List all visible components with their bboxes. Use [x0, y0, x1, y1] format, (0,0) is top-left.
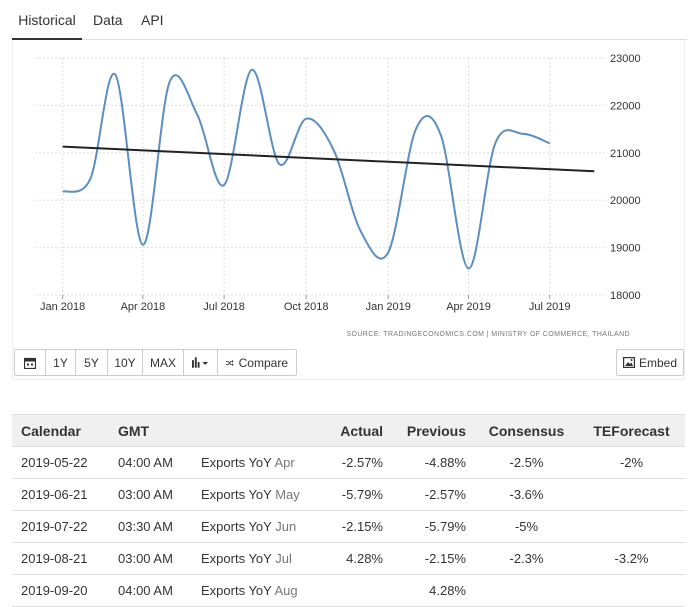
- row-actual: -5.79%: [327, 478, 392, 511]
- row-actual: [327, 574, 392, 607]
- row-date: 2019-05-22: [12, 446, 109, 479]
- row-consensus: -5%: [475, 510, 578, 543]
- y-tick-label: 23000: [610, 53, 641, 65]
- calendar-icon: [24, 357, 36, 369]
- row-event[interactable]: Exports YoY Apr: [192, 446, 327, 479]
- y-tick-label: 21000: [610, 148, 641, 160]
- tab-historical[interactable]: Historical: [12, 0, 82, 40]
- calendar-header-row: Calendar GMT Actual Previous Consensus T…: [12, 414, 685, 447]
- x-tick-label: Jul 2019: [529, 301, 571, 313]
- trend-line: [62, 145, 595, 173]
- row-previous: -2.57%: [392, 478, 475, 511]
- event-period: Aug: [274, 583, 298, 598]
- row-actual: -2.57%: [327, 446, 392, 479]
- row-previous: 4.28%: [392, 574, 475, 607]
- row-event[interactable]: Exports YoY Aug: [192, 574, 327, 607]
- compare-label: Compare: [238, 355, 288, 370]
- row-actual: -2.15%: [327, 510, 392, 543]
- event-name[interactable]: Exports YoY: [201, 455, 272, 470]
- event-name[interactable]: Exports YoY: [201, 551, 272, 566]
- chart-lines: [62, 68, 595, 270]
- chart-ticks: 23000 22000 21000 20000 19000 18000 Jan 2018 Ap…: [40, 53, 641, 313]
- event-period: Apr: [274, 455, 295, 470]
- tab-data[interactable]: Data: [93, 12, 123, 28]
- event-period: Jul: [275, 551, 292, 566]
- embed-label: Embed: [638, 355, 678, 370]
- x-tick-label: Jul 2018: [203, 301, 245, 313]
- row-previous: -4.88%: [392, 446, 475, 479]
- header-consensus: Consensus: [475, 414, 578, 447]
- y-tick-label: 20000: [610, 195, 641, 207]
- calendar-row: 2019-07-22 03:30 AM Exports YoY Jun -2.15% -…: [12, 510, 685, 543]
- x-tick-label: Jan 2018: [40, 301, 85, 313]
- tab-api[interactable]: API: [141, 12, 164, 28]
- range-max-button[interactable]: MAX: [142, 349, 184, 376]
- x-tick-label: Oct 2018: [284, 301, 329, 313]
- row-date: 2019-06-21: [12, 478, 109, 511]
- calendar-button[interactable]: [14, 349, 46, 376]
- event-period: Jun: [275, 519, 297, 534]
- header-actual: Actual: [327, 414, 392, 447]
- chart-source-note: SOURCE: TRADINGECONOMICS.COM | MINISTRY …: [346, 331, 630, 338]
- range-5y-button[interactable]: 5Y: [75, 349, 108, 376]
- row-actual: 4.28%: [327, 542, 392, 575]
- calendar-row: 2019-08-21 03:00 AM Exports YoY Jul 4.28% -2…: [12, 542, 685, 575]
- tab-bar: Historical Data API: [12, 0, 687, 40]
- chart-toolbar: 1Y 5Y 10Y MAX Compare: [14, 349, 297, 376]
- calendar-row: 2019-06-21 03:00 AM Exports YoY May -5.79% -…: [12, 478, 685, 511]
- range-10y-button[interactable]: 10Y: [107, 349, 143, 376]
- chart-panel: 23000 22000 21000 20000 19000 18000 Jan 2018 Ap…: [12, 41, 685, 380]
- calendar-table: Calendar GMT Actual Previous Consensus T…: [12, 414, 685, 607]
- shuffle-icon: [226, 359, 234, 366]
- header-previous: Previous: [392, 414, 475, 447]
- row-date: 2019-08-21: [12, 542, 109, 575]
- event-name[interactable]: Exports YoY: [201, 583, 272, 598]
- range-1y-button[interactable]: 1Y: [45, 349, 76, 376]
- chart-grid: [35, 57, 605, 299]
- row-event[interactable]: Exports YoY Jul: [192, 542, 327, 575]
- image-icon: [622, 357, 635, 368]
- calendar-row: 2019-05-22 04:00 AM Exports YoY Apr -2.57% -…: [12, 446, 685, 479]
- row-event[interactable]: Exports YoY May: [192, 478, 327, 511]
- row-time: 03:00 AM: [109, 478, 192, 511]
- event-period: May: [275, 487, 300, 502]
- y-tick-label: 19000: [610, 243, 641, 255]
- bar-chart-icon: [192, 356, 209, 368]
- row-date: 2019-09-20: [12, 574, 109, 607]
- row-time: 03:00 AM: [109, 542, 192, 575]
- row-consensus: -2.5%: [475, 446, 578, 479]
- header-gmt: GMT: [109, 414, 192, 447]
- row-time: 04:00 AM: [109, 446, 192, 479]
- row-teforecast: [578, 510, 685, 543]
- row-teforecast: -3.2%: [578, 542, 685, 575]
- header-calendar: Calendar: [12, 414, 109, 447]
- row-time: 03:30 AM: [109, 510, 192, 543]
- header-teforecast: TEForecast: [578, 414, 685, 447]
- compare-button[interactable]: Compare: [217, 349, 297, 376]
- row-time: 04:00 AM: [109, 574, 192, 607]
- row-date: 2019-07-22: [12, 510, 109, 543]
- calendar-row: 2019-09-20 04:00 AM Exports YoY Aug 4.28%: [12, 574, 685, 607]
- row-previous: -2.15%: [392, 542, 475, 575]
- row-teforecast: -2%: [578, 446, 685, 479]
- x-tick-label: Jan 2019: [366, 301, 411, 313]
- row-consensus: [475, 574, 578, 607]
- row-consensus: -3.6%: [475, 478, 578, 511]
- y-tick-label: 22000: [610, 100, 641, 112]
- row-teforecast: [578, 574, 685, 607]
- y-tick-label: 18000: [610, 290, 641, 302]
- event-name[interactable]: Exports YoY: [201, 519, 272, 534]
- embed-button[interactable]: Embed: [616, 349, 684, 376]
- header-event: [192, 414, 327, 447]
- row-consensus: -2.3%: [475, 542, 578, 575]
- row-previous: -5.79%: [392, 510, 475, 543]
- line-chart: 23000 22000 21000 20000 19000 18000 Jan 2018 Ap…: [35, 53, 641, 338]
- x-tick-label: Apr 2018: [121, 301, 166, 313]
- event-name[interactable]: Exports YoY: [201, 487, 272, 502]
- x-tick-label: Apr 2019: [446, 301, 491, 313]
- row-event[interactable]: Exports YoY Jun: [192, 510, 327, 543]
- chart-type-button[interactable]: [183, 349, 218, 376]
- row-teforecast: [578, 478, 685, 511]
